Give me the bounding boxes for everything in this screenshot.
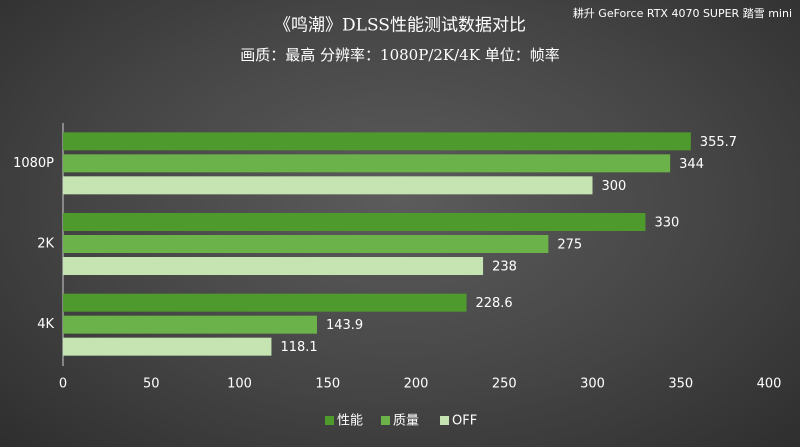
bar [63,154,671,173]
bar [63,257,484,275]
x-tick-label: 150 [315,377,340,392]
x-tick-label: 300 [580,377,605,392]
value-label: 300 [602,179,627,194]
x-tick-label: 0 [59,377,67,392]
chart-title: 《鸣潮》DLSS性能测试数据对比 [274,16,526,36]
bar [63,315,317,334]
bar [63,293,467,312]
bar [63,213,646,231]
value-label: 143.9 [326,318,363,333]
bar [63,176,593,195]
value-label: 355.7 [700,135,737,150]
value-label: 228.6 [475,296,512,311]
value-label: 344 [679,157,704,172]
value-label: 275 [557,238,582,253]
y-tick-label: 4K [37,317,54,332]
bar [63,337,272,356]
chart-subtitle: 画质：最高 分辨率：1080P/2K/4K 单位：帧率 [240,46,559,64]
bar [63,235,549,253]
x-tick-label: 100 [227,377,252,392]
legend-label: 性能 [337,414,363,429]
y-tick-label: 2K [37,237,54,252]
legend-swatch [325,416,334,425]
annotation: 耕升 GeForce RTX 4070 SUPER 踏雪 mini [573,6,792,20]
y-tick-label: 1080P [13,156,54,171]
x-tick-label: 50 [143,377,160,392]
legend-swatch [381,416,390,425]
value-label: 118.1 [280,340,317,355]
x-tick-label: 200 [404,377,429,392]
x-tick-label: 250 [492,377,517,392]
value-label: 330 [654,216,679,231]
bar [63,132,691,151]
x-tick-label: 400 [757,377,782,392]
legend-label: OFF [452,414,477,429]
legend-swatch [440,416,449,425]
x-tick-label: 350 [668,377,693,392]
value-label: 238 [492,260,517,275]
legend-label: 质量 [393,414,419,429]
